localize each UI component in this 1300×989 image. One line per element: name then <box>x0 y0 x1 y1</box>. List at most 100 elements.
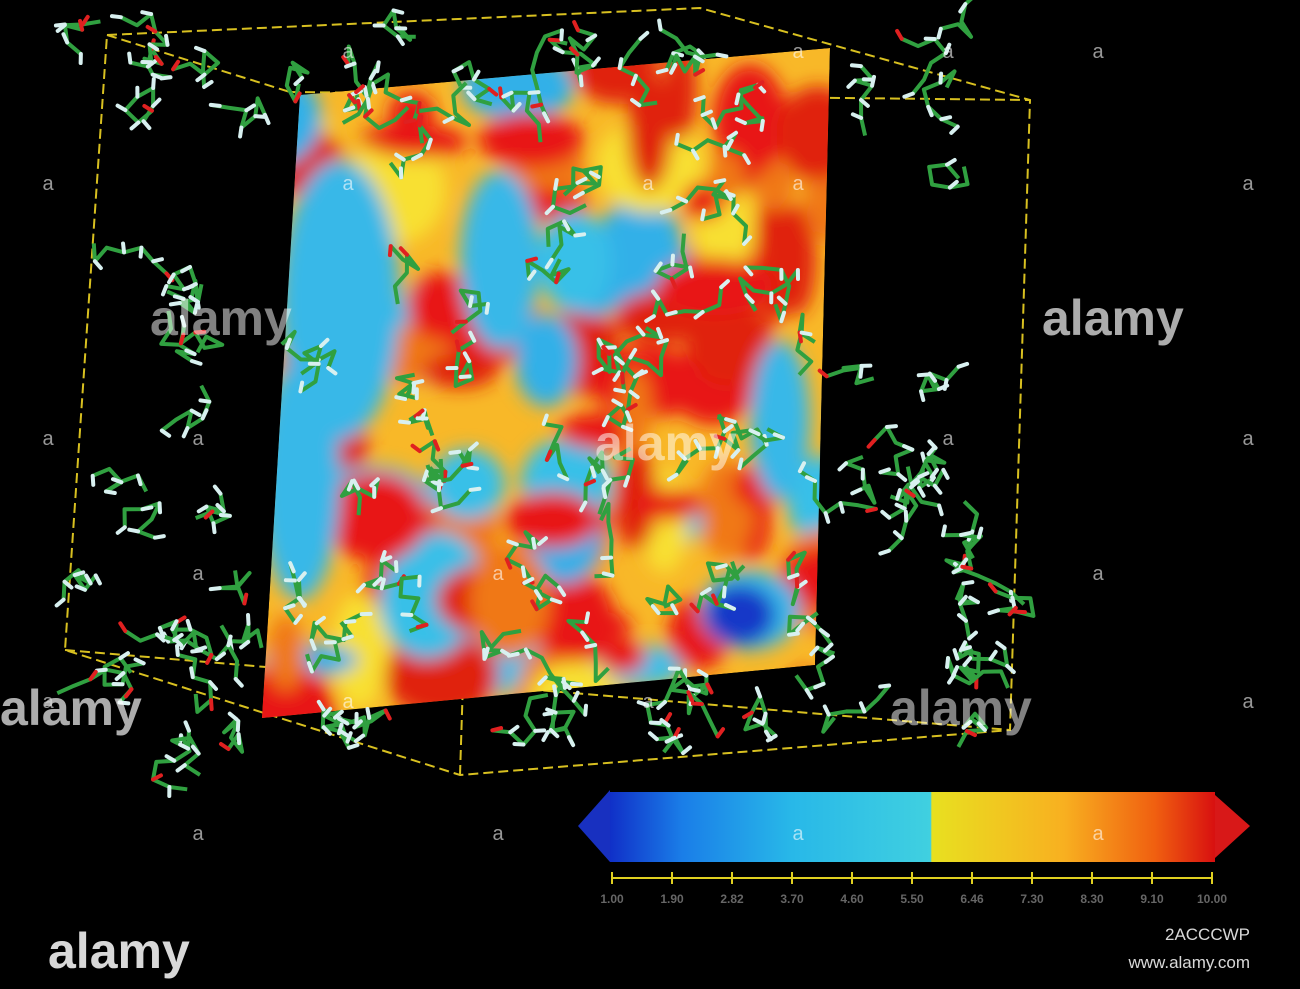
hydrogen <box>601 571 615 578</box>
hydrogen <box>711 593 719 606</box>
hydrogen <box>734 92 741 106</box>
hydrogen <box>157 501 163 515</box>
hydrogen <box>372 576 383 587</box>
hydrogen <box>568 46 580 57</box>
hydrogen <box>650 289 661 301</box>
hydrogen <box>976 526 984 540</box>
hydrogen <box>690 148 700 161</box>
watermark-mark: a <box>792 173 804 195</box>
hydrogen <box>379 555 393 563</box>
bond-chain <box>821 684 891 734</box>
hydrogen <box>632 369 645 379</box>
hydrogen <box>805 615 817 626</box>
hydrogen <box>365 96 372 110</box>
hydrogen <box>151 257 164 264</box>
hydrogen <box>227 711 239 722</box>
hydrogen <box>772 432 786 440</box>
hydrogen <box>742 235 753 246</box>
heat-blob <box>469 544 550 657</box>
hydrogen <box>553 177 559 191</box>
hydrogen <box>960 564 974 571</box>
hydrogen <box>987 608 1001 616</box>
watermark-text: alamy <box>150 290 292 346</box>
hydrogen <box>603 345 617 350</box>
bond-chain <box>159 310 197 363</box>
hydrogen <box>549 597 563 605</box>
hydrogen <box>951 566 964 575</box>
hydrogen <box>460 461 474 468</box>
hydrogen <box>742 153 751 165</box>
hydrogen <box>730 448 741 459</box>
hydrogen <box>133 657 146 666</box>
hydrogen <box>353 733 366 744</box>
colorbar-tick-label: 10.00 <box>1197 892 1227 906</box>
hydrogen <box>715 52 729 59</box>
colorbar-tick-label: 6.46 <box>960 892 984 906</box>
site-url: www.alamy.com <box>1127 953 1250 972</box>
hydrogen <box>498 86 504 100</box>
colorbar-tick-label: 4.60 <box>840 892 864 906</box>
hydrogen <box>959 645 972 652</box>
hydrogen <box>425 137 433 151</box>
colorbar-tick-label: 5.50 <box>900 892 924 906</box>
hydrogen <box>487 86 499 97</box>
hydrogen <box>585 33 598 43</box>
hydrogen <box>765 733 778 743</box>
hydrogen <box>140 10 154 17</box>
hydrogen <box>141 119 152 131</box>
hydrogen <box>669 62 678 75</box>
hydrogen <box>145 24 158 34</box>
hydrogen <box>967 630 978 641</box>
hydrogen <box>722 144 728 158</box>
hydrogen <box>356 98 362 112</box>
hydrogen <box>699 587 712 596</box>
bond-chain <box>418 81 472 128</box>
hydrogen <box>196 504 209 514</box>
hydrogen <box>916 372 930 378</box>
watermark-mark: a <box>1242 428 1254 450</box>
hydrogen <box>523 647 532 660</box>
hydrogen <box>731 203 740 216</box>
hydrogen <box>115 103 128 113</box>
watermark-mark: a <box>42 428 54 450</box>
hydrogen <box>288 561 296 574</box>
hydrogen <box>342 105 356 113</box>
hydrogen <box>566 735 576 748</box>
hydrogen <box>548 727 560 739</box>
hydrogen <box>541 730 550 743</box>
hydrogen <box>613 355 625 366</box>
hydrogen <box>344 61 357 69</box>
hydrogen <box>92 259 103 271</box>
watermark-mark: a <box>192 823 204 845</box>
hydrogen <box>850 487 863 496</box>
hydrogen <box>296 571 307 583</box>
hydrogen <box>601 477 613 489</box>
hydrogen <box>638 30 650 41</box>
hydrogen <box>659 718 671 728</box>
hydrogen <box>958 2 968 14</box>
hydrogen <box>591 366 604 376</box>
hydrogen <box>804 688 814 700</box>
hydrogen <box>190 744 201 756</box>
hydrogen <box>253 114 267 119</box>
hydrogen <box>892 530 904 541</box>
hydrogen <box>135 473 143 487</box>
colorbar-tick-label: 8.30 <box>1080 892 1104 906</box>
heat-blob <box>422 352 498 389</box>
hydrogen <box>147 42 160 52</box>
hydrogen <box>530 599 539 612</box>
hydrogen <box>569 681 583 687</box>
hydrogen <box>103 489 117 496</box>
hydrogen <box>644 314 656 323</box>
hydrogen <box>938 71 944 85</box>
hydrogen <box>846 78 857 89</box>
hydrogen <box>628 389 640 400</box>
hydrogen <box>676 450 687 461</box>
hydrogen <box>804 475 818 483</box>
hydrogen <box>355 582 366 594</box>
watermark-mark: a <box>642 173 654 195</box>
hydrogen <box>653 261 663 273</box>
hydrogen <box>962 656 973 668</box>
hydrogen <box>753 80 765 90</box>
hydrogen <box>657 18 663 32</box>
